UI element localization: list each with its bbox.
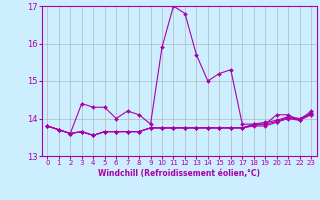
X-axis label: Windchill (Refroidissement éolien,°C): Windchill (Refroidissement éolien,°C) [98, 169, 260, 178]
